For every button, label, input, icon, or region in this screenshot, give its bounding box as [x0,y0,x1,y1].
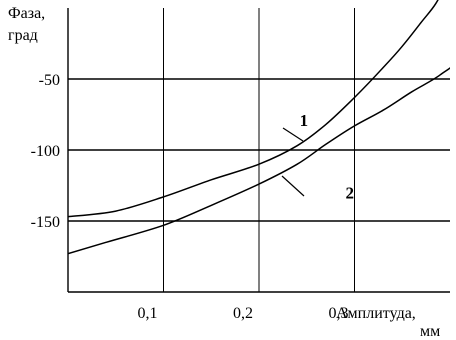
curve-label-1: 1 [300,111,309,130]
x-tick-label: 0,1 [138,305,158,322]
x-tick-label: 0,2 [233,305,253,322]
curve-pointers: 12 [281,111,354,202]
y-axis-title-line1: Фаза, [8,5,45,22]
series-line-2 [68,67,450,255]
series-line-1 [68,0,439,218]
x-tick-label: 0,3 [329,305,349,322]
x-axis-title-line2: мм [420,323,440,340]
y-tick-label: -50 [39,72,60,89]
y-axis-title-line2: град [8,27,38,44]
curve-label-leader [281,175,305,197]
tick-labels: 0,1 0,2 0,3 -50 -100 -150 [31,72,349,322]
y-tick-label: -100 [31,143,60,160]
curves [68,0,450,255]
grid [67,8,450,293]
x-axis-title-line1: Амплитуда, [336,305,416,322]
curve-label-leader [282,127,304,142]
curve-label-2: 2 [345,183,354,202]
y-tick-label: -150 [31,214,60,231]
